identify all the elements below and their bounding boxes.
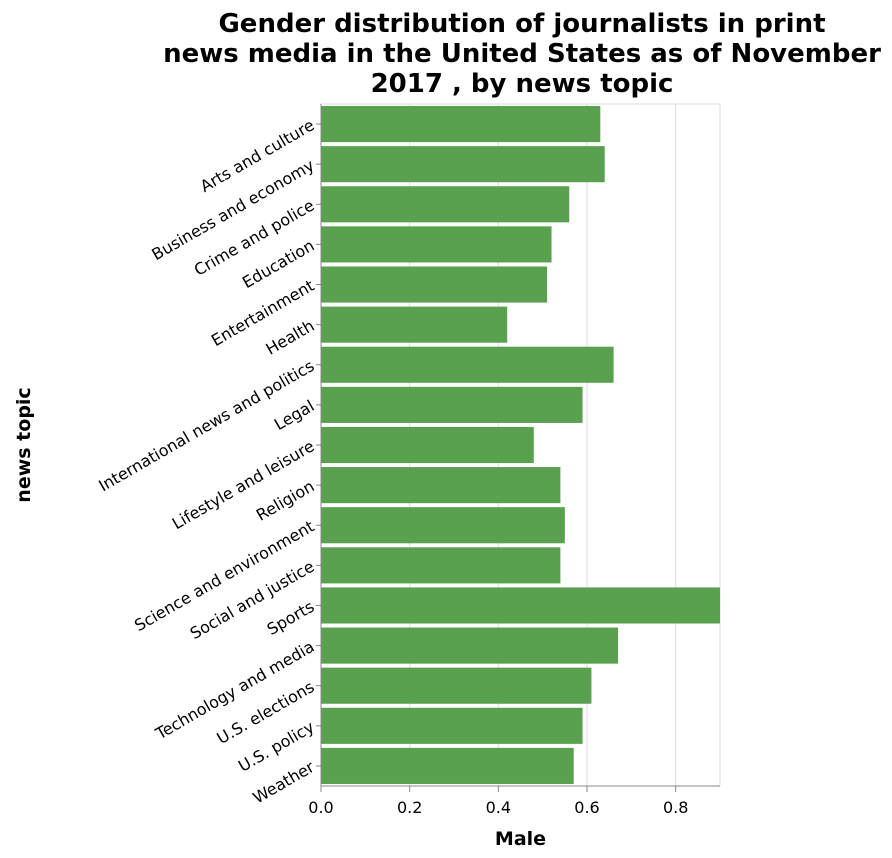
x-axis-title: Male xyxy=(495,828,546,850)
bar xyxy=(321,667,592,704)
bar xyxy=(321,547,561,584)
bar xyxy=(321,146,605,183)
chart-title-line: news media in the United States as of No… xyxy=(163,39,881,69)
y-tick-label: Health xyxy=(262,316,317,359)
bar xyxy=(321,266,548,303)
bar xyxy=(321,346,614,383)
bar xyxy=(321,306,508,343)
bar xyxy=(321,507,565,544)
bar xyxy=(321,186,570,223)
chart-title: Gender distribution of journalists in pr… xyxy=(163,9,881,99)
bar xyxy=(321,426,534,464)
chart-title-line: 2017 , by news topic xyxy=(371,69,674,99)
x-tick-label: 0.0 xyxy=(308,798,333,817)
x-axis: 0.0 0.2 0.4 0.6 0.8 xyxy=(308,785,720,817)
bar xyxy=(321,627,619,664)
bar xyxy=(321,707,583,744)
bar xyxy=(321,467,561,504)
bar xyxy=(321,226,552,263)
bar xyxy=(321,106,601,143)
x-tick-label: 0.4 xyxy=(486,798,511,817)
y-axis-title: news topic xyxy=(13,387,35,502)
bar xyxy=(321,587,720,624)
x-tick-label: 0.2 xyxy=(397,798,422,817)
bar xyxy=(321,747,574,784)
chart-title-line: Gender distribution of journalists in pr… xyxy=(218,9,825,39)
bars xyxy=(321,106,720,784)
x-tick-label: 0.8 xyxy=(663,798,688,817)
y-tick-label: Legal xyxy=(271,396,318,434)
x-tick-label: 0.6 xyxy=(574,798,599,817)
bar xyxy=(321,386,583,423)
y-tick-label: Sports xyxy=(264,597,318,639)
